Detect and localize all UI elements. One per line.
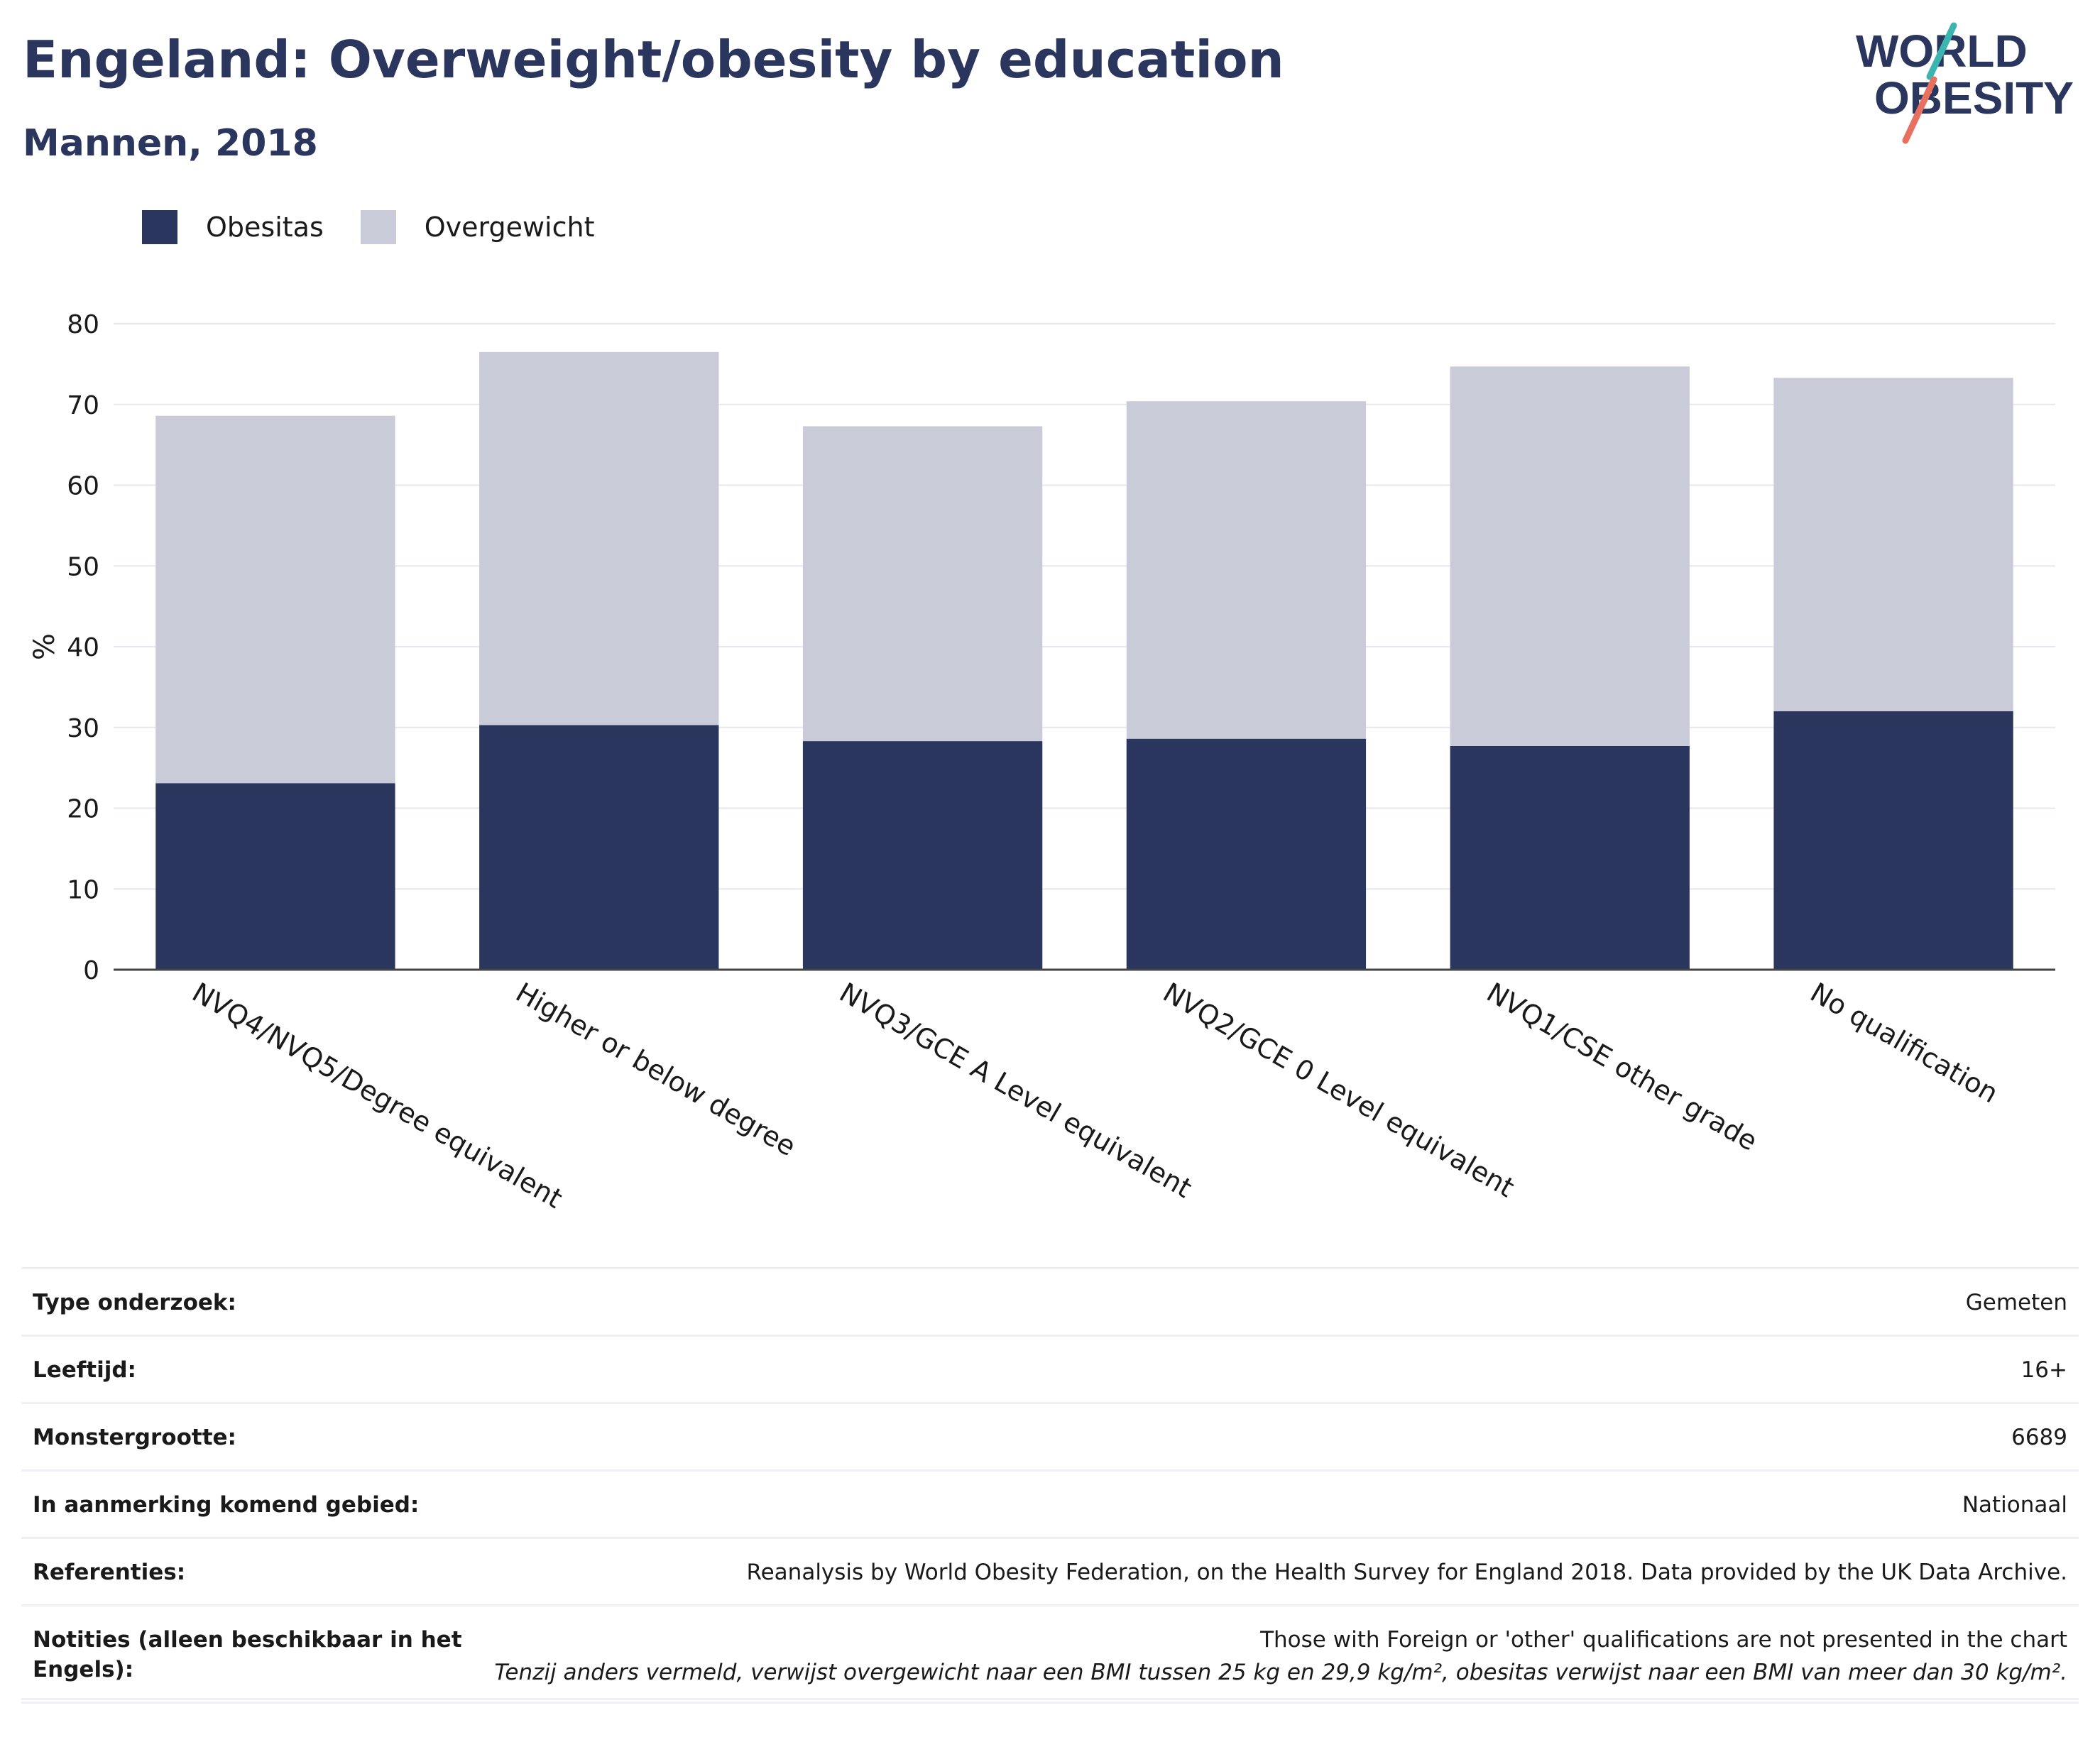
y-tick-label: 0 (83, 956, 99, 985)
info-row-area: In aanmerking komend gebied: Nationaal (21, 1472, 2079, 1539)
bar-overgewicht (802, 426, 1043, 742)
y-tick-label: 50 (67, 552, 99, 581)
legend-item-obesitas: Obesitas (142, 210, 324, 244)
y-tick-label: 30 (67, 714, 99, 743)
world-obesity-logo: WORLD OBESITY (1856, 22, 2074, 144)
info-value: 16+ (2020, 1357, 2067, 1383)
info-value: Those with Foreign or 'other' qualificat… (1260, 1627, 2067, 1653)
info-label: Notities (alleen beschikbaar in het Enge… (33, 1627, 462, 1682)
bar-obesitas (479, 725, 719, 970)
logo-slash-coral (1902, 76, 1937, 144)
bar-obesitas (1126, 738, 1367, 970)
x-tick-label: NVQ3/GCE A Level equivalent (834, 977, 1197, 1204)
legend-label-overgewicht: Overgewicht (424, 212, 595, 243)
x-tick-label: NVQ1/CSE other grade (1482, 977, 1763, 1157)
legend-item-overgewicht: Overgewicht (360, 210, 595, 244)
info-label: In aanmerking komend gebied: (33, 1492, 420, 1518)
info-row-sample-size: Monstergrootte: 6689 (21, 1404, 2079, 1472)
info-row-notes: Notities (alleen beschikbaar in het Enge… (21, 1606, 2079, 1704)
page-title: Engeland: Overweight/obesity by educatio… (23, 30, 1284, 89)
info-label: Type onderzoek: (33, 1290, 236, 1315)
logo-slash-teal (1926, 22, 1957, 80)
info-value: 6689 (2011, 1425, 2067, 1450)
logo-text-obesity: OBESITY (1874, 72, 2074, 124)
y-tick-label: 60 (67, 472, 99, 501)
info-row-references: Referenties: Reanalysis by World Obesity… (21, 1539, 2079, 1606)
info-table: Type onderzoek: Gemeten Leeftijd: 16+ Mo… (21, 1267, 2079, 1704)
y-axis-label: % (28, 633, 61, 660)
x-tick-label: NVQ2/GCE 0 Level equivalent (1158, 977, 1519, 1204)
bar-obesitas (155, 783, 395, 970)
page-subtitle: Mannen, 2018 (23, 122, 318, 165)
legend-swatch-obesitas (142, 210, 177, 244)
y-tick-label: 20 (67, 795, 99, 824)
legend-swatch-overgewicht (360, 210, 396, 244)
info-label: Referenties: (33, 1560, 186, 1585)
x-tick-label: NVQ4/NVQ5/Degree equivalent (187, 977, 567, 1215)
bar-obesitas (1450, 745, 1690, 970)
y-tick-label: 10 (67, 875, 99, 904)
bar-obesitas (802, 741, 1043, 970)
footnote: Tenzij anders vermeld, verwijst overgewi… (21, 1660, 2079, 1700)
info-row-age: Leeftijd: 16+ (21, 1337, 2079, 1404)
x-tick-label: No qualification (1805, 977, 2003, 1110)
bar-overgewicht (155, 415, 395, 784)
bar-overgewicht (479, 351, 719, 725)
bar-obesitas (1773, 711, 2013, 970)
info-label: Monstergrootte: (33, 1425, 236, 1450)
stacked-bar-chart: 0 10 20 30 40 50 60 70 80% NVQ4/NVQ5/Degree equiv… (28, 310, 2055, 1215)
info-label: Leeftijd: (33, 1357, 136, 1383)
bar-overgewicht (1126, 401, 1367, 739)
y-tick-label: 80 (67, 310, 99, 339)
info-row-survey-type: Type onderzoek: Gemeten (21, 1269, 2079, 1337)
x-tick-label: Higher or below degree (510, 977, 801, 1163)
y-tick-label: 40 (67, 633, 99, 662)
bar-overgewicht (1450, 366, 1690, 746)
info-value: Nationaal (1962, 1492, 2067, 1518)
y-tick-label: 70 (67, 391, 99, 420)
info-value: Gemeten (1965, 1290, 2067, 1315)
legend-label-obesitas: Obesitas (206, 212, 324, 243)
chart-legend: Obesitas Overgewicht (142, 210, 632, 244)
bar-overgewicht (1773, 378, 2013, 711)
info-value: Reanalysis by World Obesity Federation, … (746, 1560, 2067, 1585)
